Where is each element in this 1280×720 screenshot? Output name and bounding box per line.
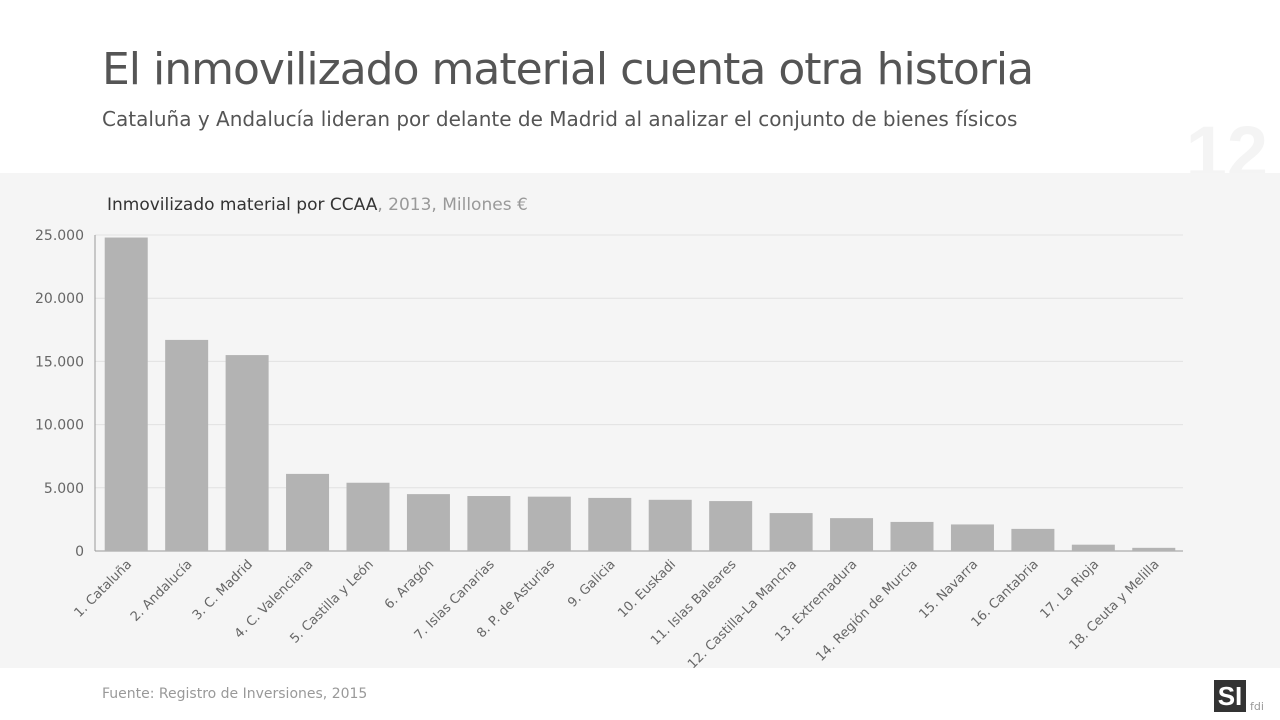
chart-title: Inmovilizado material por CCAA, 2013, Mi… <box>107 195 528 215</box>
x-tick-label: 1. Cataluña <box>72 557 135 620</box>
page-subtitle: Cataluña y Andalucía lideran por delante… <box>102 107 1018 131</box>
bar <box>830 518 874 551</box>
y-tick-label: 0 <box>75 544 84 560</box>
x-tick-label: 6. Aragón <box>382 557 437 612</box>
x-tick-label: 2. Andalucía <box>128 557 196 625</box>
x-tick-label: 15. Navarra <box>917 557 982 622</box>
bar <box>1011 528 1055 551</box>
logo-suffix: fdi <box>1250 700 1264 713</box>
page-title: El inmovilizado material cuenta otra his… <box>102 44 1034 95</box>
chart-panel <box>0 173 1280 668</box>
logo: SI <box>1214 680 1246 712</box>
y-tick-label: 25.000 <box>35 228 84 244</box>
y-tick-label: 5.000 <box>44 481 84 497</box>
x-tick-label: 12. Castilla-La Mancha <box>685 557 800 672</box>
bar <box>165 339 209 551</box>
bar <box>1132 547 1176 551</box>
chart-title-main: Inmovilizado material por CCAA <box>107 195 378 215</box>
bar <box>527 496 571 551</box>
source-note: Fuente: Registro de Inversiones, 2015 <box>102 686 368 702</box>
bar <box>104 237 148 551</box>
x-tick-label: 9. Galicia <box>565 557 618 610</box>
bar <box>648 499 692 551</box>
x-tick-label: 3. C. Madrid <box>190 557 256 623</box>
bar <box>709 501 753 551</box>
bar <box>225 355 269 551</box>
y-tick-label: 10.000 <box>35 418 84 434</box>
chart-title-suffix: , 2013, Millones € <box>377 195 528 215</box>
y-tick-label: 20.000 <box>35 291 84 307</box>
x-tick-label: 14. Región de Murcia <box>813 557 921 665</box>
bar <box>890 521 934 551</box>
bar <box>769 513 813 551</box>
bar <box>346 482 390 551</box>
bar <box>406 494 450 551</box>
x-tick-label: 10. Euskadi <box>615 557 679 621</box>
bar <box>1071 544 1115 551</box>
x-tick-label: 17. La Rioja <box>1038 557 1103 622</box>
bar <box>950 524 994 551</box>
bar <box>467 496 511 551</box>
y-tick-label: 15.000 <box>35 354 84 370</box>
bar <box>286 473 330 551</box>
bar <box>588 497 632 551</box>
